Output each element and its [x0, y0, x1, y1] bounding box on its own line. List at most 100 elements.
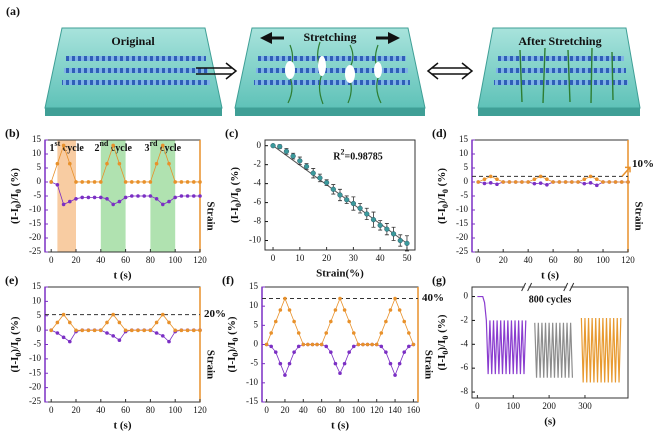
cycle-label: 1st cycle [50, 139, 85, 154]
panel-label: (b) [5, 126, 20, 140]
y-tick-label: 5 [254, 319, 259, 329]
series-point [347, 350, 351, 354]
series-point [80, 195, 84, 200]
scatter-point [317, 175, 323, 181]
scatter-point [337, 192, 343, 198]
y-tick-label: -6 [461, 362, 469, 372]
y-axis-label-part: 0 [441, 351, 450, 355]
panel: (e) 15 10 5 0 -5 -10 -15 -20 -25 0 20 40 60 80 100 120 t … [5, 273, 226, 432]
y-axis-label: (I-I0)/I0 (%) [436, 168, 451, 224]
scatter-point [377, 222, 383, 228]
x-tick-label: 120 [193, 405, 207, 415]
y-tick-label: 0 [464, 291, 469, 301]
x-tick-label: 0 [49, 255, 54, 265]
series-point [482, 181, 487, 186]
series-point [80, 180, 84, 184]
plot-frame [264, 139, 416, 251]
series-point [136, 194, 140, 198]
slab-after [477, 27, 641, 116]
y-axis-label-part: 0 [234, 203, 243, 207]
series-point [130, 194, 134, 198]
x-tick-label: 50 [402, 253, 412, 263]
x-tick-label: 0 [49, 405, 54, 415]
y-tick-label: -20 [29, 232, 41, 242]
series-point [551, 180, 555, 184]
y-tick-label: 15 [459, 134, 469, 144]
series-point [278, 308, 283, 312]
series-point [148, 180, 153, 184]
y-axis-label-part: )/I [436, 340, 448, 351]
series-point [588, 181, 593, 185]
cycle-label-part: cycle [158, 143, 182, 154]
series-point [198, 194, 202, 198]
series-point [92, 195, 97, 200]
annotation-part: 800 cycles [529, 295, 572, 306]
y-axis-label-part: (%) [9, 316, 21, 337]
y2-axis-label: Strain [632, 201, 644, 230]
series-point [388, 361, 393, 366]
series-point [292, 350, 296, 354]
y-axis-label-part: (I-I [436, 208, 448, 224]
y-axis-label-part: (I-I [226, 357, 238, 373]
series-point [111, 143, 115, 148]
series-point [301, 342, 306, 347]
x-tick-label: 20 [322, 253, 332, 263]
series-point [338, 296, 342, 301]
annotation: 800 cycles [529, 295, 572, 306]
x-axis-label: t (s) [541, 270, 559, 282]
y-axis-label-part: )/I [226, 342, 238, 353]
series-point [582, 181, 587, 186]
cycle-label-part: cycle [60, 143, 84, 154]
series-point [333, 308, 338, 312]
y-tick-label: -15 [29, 367, 41, 377]
y-axis-label-part: 0 [231, 338, 240, 342]
series-point [538, 174, 543, 179]
series-line [477, 295, 527, 375]
y-tick-label: 0 [37, 324, 42, 334]
series-point [545, 183, 549, 187]
series-point [333, 361, 338, 366]
y-axis-label-part: 0 [441, 189, 450, 193]
x-tick-label: 100 [168, 255, 182, 265]
panel-label: (g) [432, 273, 446, 287]
y2-axis-label: Strain [204, 201, 216, 230]
series-point [269, 331, 273, 335]
y-axis-label-part: (%) [436, 168, 448, 189]
series-point [49, 180, 53, 184]
x-tick-label: 40 [96, 405, 106, 415]
cycle-label-part: 2 [94, 143, 99, 154]
x-tick-label: 20 [499, 255, 509, 265]
series-point [117, 199, 122, 204]
series-point [563, 180, 568, 184]
y-tick-label: -8 [461, 386, 469, 396]
scatter-point [344, 197, 350, 203]
y-tick-label: 0 [257, 140, 262, 150]
series-point [545, 177, 549, 181]
y-tick-label: -5 [251, 358, 259, 368]
y-axis-label-part: 0 [14, 353, 23, 357]
series-point [55, 331, 60, 335]
x-tick-label: 20 [72, 405, 82, 415]
series-point [179, 328, 184, 333]
series-point [407, 331, 411, 335]
x-tick-label: 40 [376, 253, 386, 263]
series-point [324, 344, 329, 349]
y-tick-label: 10 [32, 295, 42, 305]
y-axis-label: (I-I0)/I0 (%) [9, 168, 24, 224]
y-axis-label-part: 0 [14, 204, 23, 208]
series-point [283, 373, 287, 377]
series-point [557, 180, 562, 184]
series-point [374, 342, 379, 347]
series-point [92, 328, 97, 333]
series-point [61, 312, 66, 317]
y-tick-label: 5 [464, 162, 469, 172]
x-tick-label: 120 [621, 255, 635, 265]
y-axis-label-part: 0 [14, 338, 23, 342]
series-point [296, 331, 301, 335]
y2-axis-label: Strain [422, 350, 434, 379]
series-point [61, 335, 66, 340]
series-point [136, 328, 140, 333]
series-point [532, 177, 537, 181]
x-tick-label: 160 [407, 405, 421, 415]
shaded-region [57, 140, 76, 252]
